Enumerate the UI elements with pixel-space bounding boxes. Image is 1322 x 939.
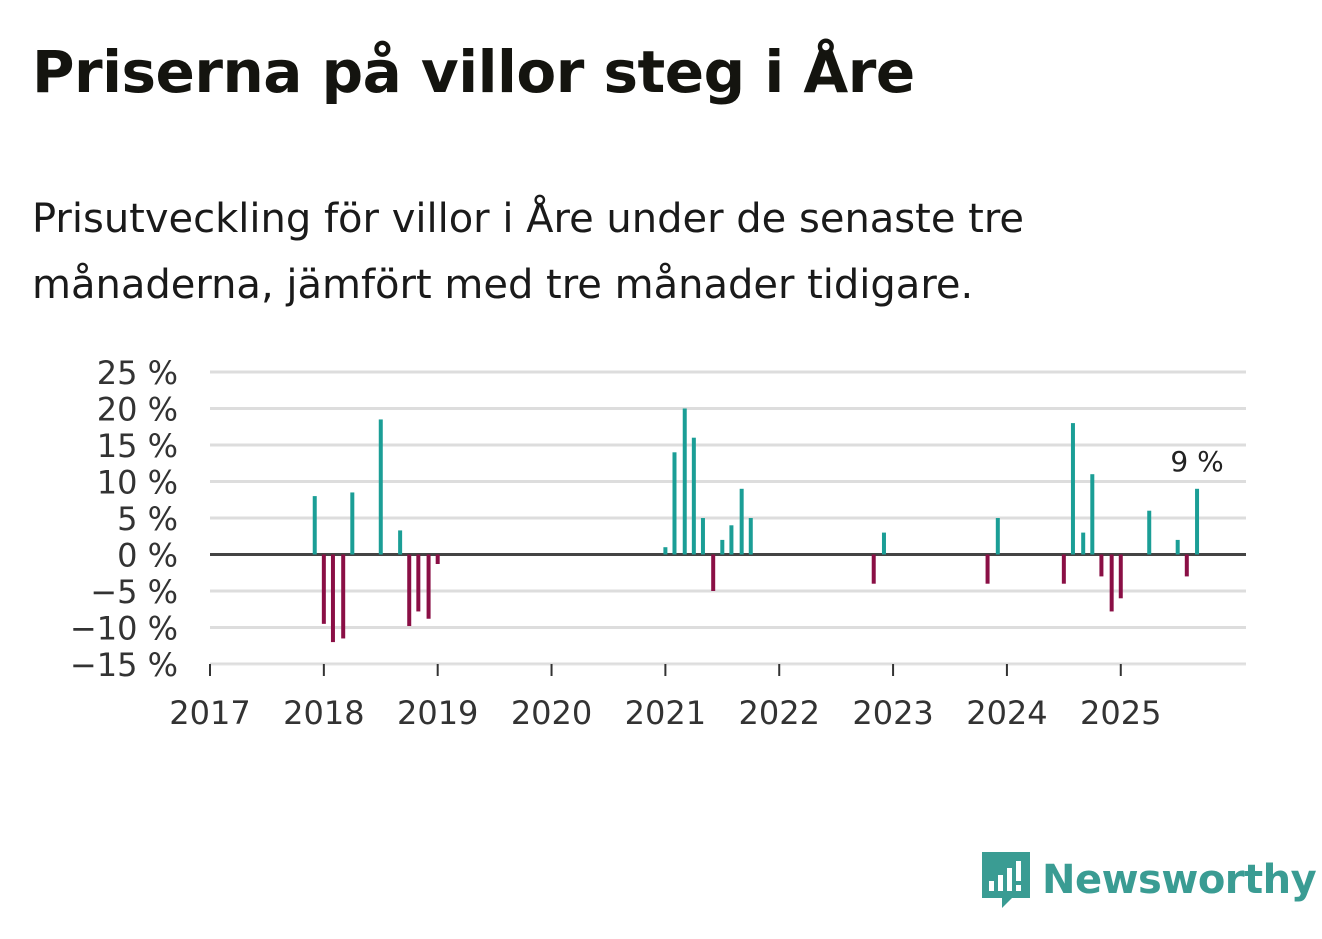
bar-positive bbox=[1195, 488, 1200, 555]
bar-positive bbox=[700, 518, 705, 555]
bar-negative bbox=[1118, 554, 1123, 599]
bar-positive bbox=[1070, 423, 1075, 555]
x-tick-label: 2022 bbox=[739, 694, 820, 732]
bar-negative bbox=[1184, 554, 1189, 577]
annotations: 9 % bbox=[1170, 445, 1223, 478]
bar-negative bbox=[330, 554, 335, 643]
brand-name: Newsworthy bbox=[1042, 857, 1317, 903]
y-tick-label: 15 % bbox=[97, 427, 178, 465]
bars bbox=[312, 408, 1200, 643]
bar-positive bbox=[739, 488, 744, 555]
x-tick-label: 2023 bbox=[852, 694, 933, 732]
bar-negative bbox=[426, 554, 431, 619]
y-tick-label: −5 % bbox=[90, 573, 178, 611]
bar-positive bbox=[1147, 510, 1152, 555]
y-tick-label: 20 % bbox=[97, 391, 178, 429]
bar-positive bbox=[720, 539, 725, 555]
bar-negative bbox=[435, 554, 440, 564]
bar-chart: 25 %20 %15 %10 %5 %0 %−5 %−10 %−15 % 201… bbox=[70, 354, 1246, 732]
brand-logo: Newsworthy bbox=[980, 850, 1317, 910]
bar-positive bbox=[995, 518, 1000, 555]
x-tick-label: 2025 bbox=[1080, 694, 1161, 732]
bar-positive bbox=[1081, 532, 1086, 555]
bar-positive bbox=[729, 525, 734, 555]
y-axis-ticks: 25 %20 %15 %10 %5 %0 %−5 %−10 %−15 % bbox=[70, 354, 178, 684]
x-tick-label: 2020 bbox=[511, 694, 592, 732]
bar-negative bbox=[871, 554, 876, 584]
bar-negative bbox=[1099, 554, 1104, 577]
y-tick-label: 10 % bbox=[97, 464, 178, 502]
bar-positive bbox=[881, 532, 886, 555]
bar-positive bbox=[398, 530, 403, 555]
x-axis: 2017 2018 2019 2020 2021 2022 2023 2024 2025 bbox=[169, 664, 1246, 732]
bar-positive bbox=[748, 518, 753, 555]
bar-negative bbox=[341, 554, 346, 639]
bar-positive bbox=[312, 496, 317, 555]
bar-negative bbox=[407, 554, 412, 627]
bar-positive bbox=[1090, 474, 1095, 555]
x-tick-label: 2021 bbox=[625, 694, 706, 732]
y-tick-label: 0 % bbox=[117, 537, 178, 575]
bar-positive bbox=[378, 419, 383, 555]
y-tick-label: 25 % bbox=[97, 354, 178, 392]
bar-negative bbox=[321, 554, 326, 624]
bar-positive bbox=[350, 492, 355, 555]
chart-subtitle: Prisutveckling för villor i Åre under de… bbox=[32, 196, 1025, 308]
bar-negative bbox=[1061, 554, 1066, 584]
bar-negative bbox=[416, 554, 421, 612]
chart-title: Priserna på villor steg i Åre bbox=[32, 38, 915, 106]
y-tick-label: −15 % bbox=[70, 646, 178, 684]
bar-chart-speech-icon bbox=[982, 852, 1030, 908]
bar-positive bbox=[672, 452, 677, 555]
y-tick-label: 5 % bbox=[117, 500, 178, 538]
x-tick-label: 2017 bbox=[169, 694, 250, 732]
bar-positive bbox=[691, 437, 696, 555]
data-label: 9 % bbox=[1170, 445, 1223, 478]
bar-negative bbox=[711, 554, 716, 591]
x-tick-label: 2018 bbox=[283, 694, 364, 732]
bar-positive bbox=[1175, 539, 1180, 555]
bar-positive bbox=[682, 408, 687, 555]
bar-positive bbox=[663, 547, 668, 555]
bar-negative bbox=[1109, 554, 1114, 612]
x-tick-label: 2024 bbox=[966, 694, 1047, 732]
bar-negative bbox=[985, 554, 990, 584]
x-tick-label: 2019 bbox=[397, 694, 478, 732]
y-tick-label: −10 % bbox=[70, 610, 178, 648]
